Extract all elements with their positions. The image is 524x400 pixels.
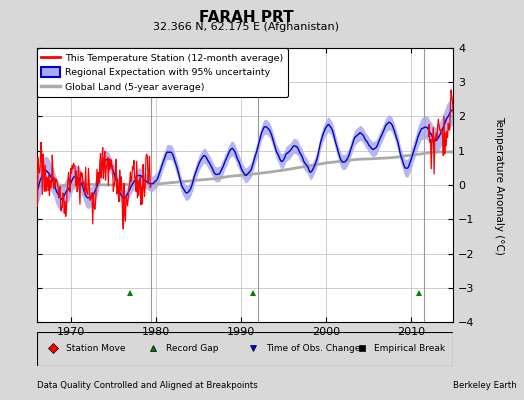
Text: Berkeley Earth: Berkeley Earth xyxy=(453,381,517,390)
Text: FARAH PRT: FARAH PRT xyxy=(199,10,293,25)
Text: Data Quality Controlled and Aligned at Breakpoints: Data Quality Controlled and Aligned at B… xyxy=(37,381,257,390)
Text: Station Move: Station Move xyxy=(66,344,125,353)
Legend: This Temperature Station (12-month average), Regional Expectation with 95% uncer: This Temperature Station (12-month avera… xyxy=(37,48,288,97)
Text: Time of Obs. Change: Time of Obs. Change xyxy=(266,344,360,353)
Y-axis label: Temperature Anomaly (°C): Temperature Anomaly (°C) xyxy=(494,116,504,254)
Text: Record Gap: Record Gap xyxy=(166,344,219,353)
Text: Empirical Break: Empirical Break xyxy=(374,344,445,353)
Text: 32.366 N, 62.175 E (Afghanistan): 32.366 N, 62.175 E (Afghanistan) xyxy=(154,22,339,32)
